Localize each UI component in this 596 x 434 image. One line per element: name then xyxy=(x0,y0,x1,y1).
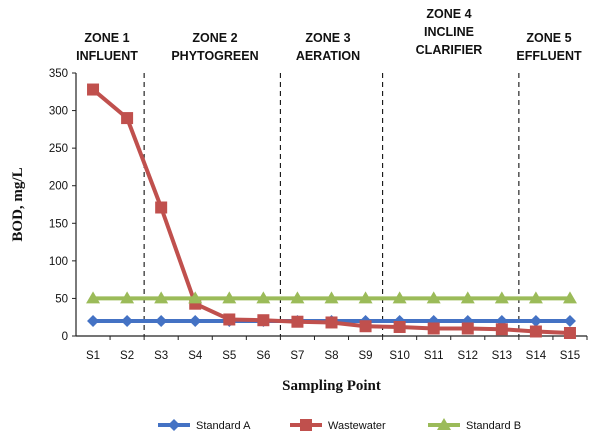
x-tick-label: S8 xyxy=(324,350,338,362)
legend-marker xyxy=(300,419,312,431)
x-tick-label: S6 xyxy=(256,350,270,362)
data-point xyxy=(325,316,338,329)
legend-marker xyxy=(437,418,451,430)
x-axis-title: Sampling Point xyxy=(282,378,381,394)
zone-label: ZONE 1 xyxy=(84,31,129,45)
data-point xyxy=(154,291,169,304)
data-point xyxy=(358,291,373,304)
zone-label: CLARIFIER xyxy=(416,43,483,57)
data-point xyxy=(223,313,236,326)
y-axis-title: BOD, mg/L xyxy=(10,167,26,241)
y-tick-label: 250 xyxy=(49,143,68,155)
axes xyxy=(72,72,588,340)
y-tick-label: 300 xyxy=(49,106,68,118)
data-point xyxy=(563,314,576,327)
x-tick-label: S13 xyxy=(492,350,512,362)
data-point xyxy=(155,201,168,214)
zone-labels: ZONE 1 INFLUENT ZONE 2 PHYTOGREEN ZONE 3 AERA… xyxy=(76,7,582,63)
x-tick-label: S11 xyxy=(424,350,444,362)
x-tick-label: S9 xyxy=(359,350,373,362)
data-point xyxy=(427,322,440,335)
data-point xyxy=(495,323,508,336)
x-tick-label: S1 xyxy=(86,350,100,362)
data-point xyxy=(121,112,134,125)
data-point xyxy=(120,291,135,304)
data-point xyxy=(562,291,577,304)
legend-item: Wastewater xyxy=(290,419,386,432)
data-point xyxy=(86,291,101,304)
x-tick-label: S3 xyxy=(154,350,168,362)
data-point xyxy=(222,291,237,304)
x-tick-label: S15 xyxy=(560,350,580,362)
data-point xyxy=(155,314,168,327)
zone-label: ZONE 5 xyxy=(526,31,571,45)
data-point xyxy=(529,314,542,327)
data-point xyxy=(528,291,543,304)
data-point xyxy=(257,314,270,327)
zone-label: INFLUENT xyxy=(76,49,138,63)
x-tick-label: S2 xyxy=(120,350,134,362)
data-point xyxy=(256,291,271,304)
zone-label: EFFLUENT xyxy=(516,49,582,63)
y-tick-label: 200 xyxy=(49,181,68,193)
zone-label: ZONE 3 xyxy=(305,31,350,45)
data-point xyxy=(188,291,203,304)
x-tick-label: S14 xyxy=(526,350,547,362)
x-tick-label: S4 xyxy=(188,350,203,362)
legend-item: Standard A xyxy=(158,419,251,432)
x-tick-label: S7 xyxy=(290,350,304,362)
legend-marker xyxy=(168,419,180,431)
legend-label: Standard A xyxy=(196,420,251,432)
y-tick-label: 100 xyxy=(49,256,68,268)
zone-label: AERATION xyxy=(296,49,360,63)
zone-label: INCLINE xyxy=(424,25,474,39)
data-point xyxy=(529,325,542,338)
zone-label: ZONE 4 xyxy=(426,7,471,21)
data-point xyxy=(290,291,305,304)
data-point xyxy=(563,326,576,339)
zone-label: ZONE 2 xyxy=(192,31,237,45)
legend-label: Standard B xyxy=(466,420,521,432)
series xyxy=(86,83,577,339)
series-wastewater xyxy=(87,83,576,339)
zone-label: PHYTOGREEN xyxy=(171,49,258,63)
x-tick-label: S5 xyxy=(222,350,236,362)
series-standard-b xyxy=(86,291,577,304)
legend: Standard A Wastewater Standard B xyxy=(158,418,521,432)
data-point xyxy=(359,320,372,333)
data-point xyxy=(87,314,100,327)
data-point xyxy=(426,291,441,304)
x-tick-label: S12 xyxy=(458,350,478,362)
data-point xyxy=(494,291,509,304)
y-tick-label: 50 xyxy=(55,293,68,305)
data-point xyxy=(324,291,339,304)
x-tick-label: S10 xyxy=(389,350,409,362)
tick-labels: 0 50 100 150 200 250 300 350 S1 S2 S3 S4 S5 S6 S7 S8 S9 S… xyxy=(49,68,580,362)
zone-dividers xyxy=(143,73,520,336)
data-point xyxy=(87,83,100,96)
data-point xyxy=(460,291,475,304)
y-tick-label: 350 xyxy=(49,68,68,80)
legend-item: Standard B xyxy=(428,418,521,432)
legend-label: Wastewater xyxy=(328,420,386,432)
y-tick-label: 0 xyxy=(62,331,68,343)
data-point xyxy=(461,322,474,335)
data-point xyxy=(121,314,134,327)
y-tick-label: 150 xyxy=(49,218,68,230)
data-point xyxy=(392,291,407,304)
data-point xyxy=(189,314,202,327)
data-point xyxy=(291,315,304,328)
data-point xyxy=(393,320,406,333)
